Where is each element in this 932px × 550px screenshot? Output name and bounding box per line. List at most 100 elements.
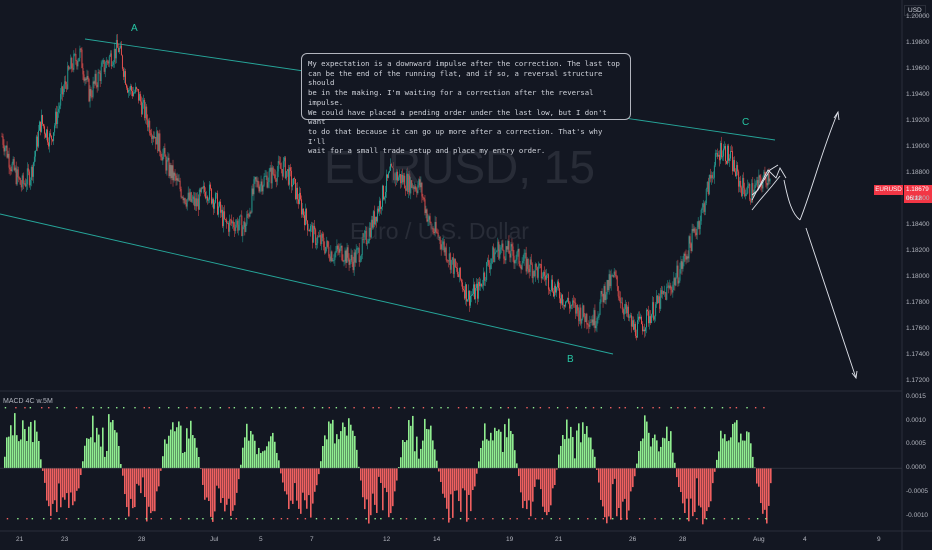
candle bbox=[111, 60, 113, 67]
macd-bar bbox=[350, 424, 352, 469]
macd-signal-dot bbox=[558, 518, 561, 520]
macd-bar bbox=[390, 468, 392, 514]
candle bbox=[220, 199, 222, 218]
candle bbox=[186, 198, 188, 211]
macd-signal-dot bbox=[353, 407, 355, 409]
candle bbox=[476, 278, 478, 291]
macd-bar bbox=[636, 463, 638, 469]
macd-signal-dot bbox=[235, 518, 238, 520]
macd-bar bbox=[262, 451, 264, 469]
candle bbox=[286, 169, 288, 177]
candle bbox=[537, 261, 539, 284]
macd-bar bbox=[402, 440, 404, 469]
candle bbox=[525, 246, 527, 275]
candle bbox=[63, 84, 65, 98]
macd-bar bbox=[768, 468, 770, 506]
macd-bar bbox=[318, 468, 320, 475]
candle bbox=[491, 258, 493, 270]
macd-signal-dot bbox=[763, 407, 765, 409]
indicator-title[interactable]: MACD 4C w.5M bbox=[3, 398, 53, 405]
macd-bar bbox=[476, 468, 478, 474]
macd-bar bbox=[690, 468, 692, 499]
candle bbox=[608, 269, 610, 295]
time-axis-tick: 4 bbox=[803, 536, 807, 543]
candle bbox=[501, 240, 503, 254]
macd-signal-dot bbox=[620, 518, 623, 520]
candle bbox=[33, 150, 35, 167]
candle bbox=[617, 285, 619, 301]
macd-signal-dot bbox=[202, 518, 204, 520]
candle bbox=[720, 136, 722, 160]
candle bbox=[30, 165, 32, 187]
macd-bar bbox=[252, 434, 254, 469]
macd-bar bbox=[728, 440, 730, 469]
macd-signal-dot bbox=[480, 407, 482, 409]
candle bbox=[760, 173, 762, 191]
candle bbox=[488, 254, 490, 267]
macd-bar bbox=[556, 468, 558, 470]
candle bbox=[751, 179, 753, 204]
macd-bar bbox=[28, 426, 30, 469]
candle bbox=[147, 114, 149, 132]
candle bbox=[276, 166, 278, 186]
macd-bar bbox=[692, 468, 694, 517]
candle bbox=[195, 192, 197, 212]
macd-signal-dot bbox=[219, 407, 222, 409]
candle bbox=[406, 168, 408, 192]
macd-signal-dot bbox=[568, 518, 571, 520]
macd-bar bbox=[498, 429, 500, 469]
macd-bar bbox=[46, 468, 48, 501]
candle bbox=[84, 77, 86, 86]
candle bbox=[684, 251, 686, 262]
currency-label[interactable]: USD bbox=[904, 5, 926, 16]
candle bbox=[705, 187, 707, 206]
macd-bar bbox=[110, 422, 112, 469]
macd-bar bbox=[706, 468, 708, 512]
candle bbox=[723, 143, 724, 162]
candle bbox=[224, 205, 226, 221]
analysis-note[interactable]: My expectation is a downward impulse aft… bbox=[301, 53, 631, 155]
candle bbox=[129, 86, 130, 96]
candle bbox=[433, 228, 435, 236]
macd-signal-dot bbox=[516, 518, 518, 520]
projection-arrows bbox=[751, 110, 858, 380]
candle bbox=[343, 259, 345, 267]
candle bbox=[335, 245, 337, 258]
candle bbox=[183, 197, 185, 205]
macd-bar bbox=[726, 441, 728, 469]
macd-bar bbox=[284, 468, 286, 492]
candle bbox=[596, 316, 598, 333]
candle bbox=[678, 277, 680, 287]
macd-signal-dot bbox=[433, 518, 435, 520]
candle bbox=[756, 176, 758, 187]
candle bbox=[677, 259, 679, 287]
macd-bar bbox=[294, 468, 296, 484]
macd-bar bbox=[732, 423, 734, 469]
macd-signal-dot bbox=[442, 518, 444, 520]
macd-signal-dot bbox=[534, 518, 537, 520]
candle bbox=[716, 148, 718, 160]
candle bbox=[268, 168, 270, 189]
candle bbox=[370, 215, 372, 239]
candle bbox=[486, 261, 488, 283]
macd-bar bbox=[4, 456, 6, 469]
candle bbox=[170, 162, 172, 185]
candle bbox=[3, 139, 5, 156]
candle bbox=[385, 185, 386, 204]
candle bbox=[117, 43, 119, 53]
candle bbox=[185, 199, 187, 209]
candle bbox=[712, 171, 714, 180]
candle bbox=[55, 108, 57, 129]
time-axis-tick: 26 bbox=[629, 536, 637, 543]
candle bbox=[124, 68, 126, 86]
candle bbox=[61, 82, 63, 100]
candle bbox=[613, 268, 615, 278]
macd-bar bbox=[738, 442, 740, 469]
macd-signal-dot bbox=[482, 518, 484, 520]
macd-signal-dot bbox=[337, 518, 340, 520]
macd-signal-dot bbox=[253, 518, 256, 520]
candle bbox=[593, 307, 595, 328]
candle bbox=[718, 150, 720, 167]
candle bbox=[205, 191, 207, 203]
